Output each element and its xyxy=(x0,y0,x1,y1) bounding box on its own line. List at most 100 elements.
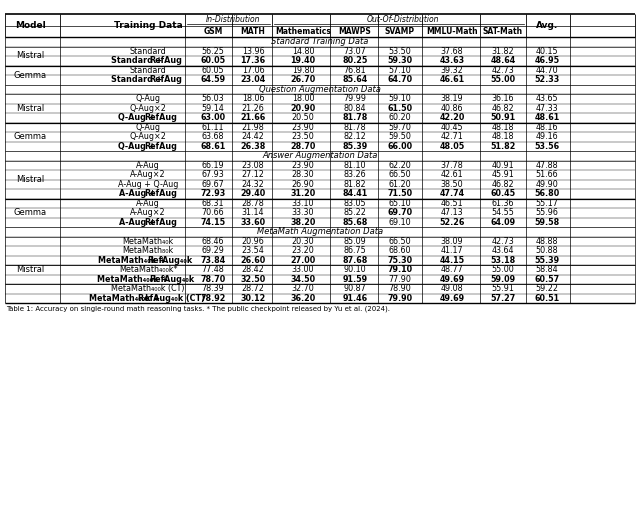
Text: 59.09: 59.09 xyxy=(490,275,516,284)
Text: 48.05: 48.05 xyxy=(440,142,465,151)
Text: 20.90: 20.90 xyxy=(291,104,316,113)
Text: MetaMath₄₀₀k +: MetaMath₄₀₀k + xyxy=(89,293,163,303)
Text: Training Data: Training Data xyxy=(114,21,182,30)
Text: 36.16: 36.16 xyxy=(492,94,515,103)
Text: 44.70: 44.70 xyxy=(536,66,558,75)
Text: 40.91: 40.91 xyxy=(492,161,515,170)
Text: 77.48: 77.48 xyxy=(202,265,225,274)
Text: 59.58: 59.58 xyxy=(534,218,559,227)
Text: 21.98: 21.98 xyxy=(242,123,264,132)
Text: Q-Aug: Q-Aug xyxy=(136,123,161,132)
Text: 69.10: 69.10 xyxy=(388,218,412,227)
Text: 83.05: 83.05 xyxy=(344,199,366,208)
Text: 80.25: 80.25 xyxy=(342,56,368,65)
Text: Out-Of-Distribution: Out-Of-Distribution xyxy=(367,15,439,24)
Text: 55.00: 55.00 xyxy=(490,75,516,84)
Text: 53.18: 53.18 xyxy=(490,256,516,265)
Text: 23.54: 23.54 xyxy=(242,246,264,255)
Text: 31.14: 31.14 xyxy=(242,208,264,217)
Text: A-Aug: A-Aug xyxy=(136,161,160,170)
Text: 44.15: 44.15 xyxy=(440,256,465,265)
Text: 68.60: 68.60 xyxy=(388,246,412,255)
Text: 49.69: 49.69 xyxy=(440,275,465,284)
Text: 84.41: 84.41 xyxy=(342,189,367,198)
Text: RefAug₄₀k: RefAug₄₀k xyxy=(149,275,195,284)
Text: 23.50: 23.50 xyxy=(292,132,314,141)
Text: 66.00: 66.00 xyxy=(387,142,413,151)
Text: 76.81: 76.81 xyxy=(344,66,366,75)
Text: MMLU-Math: MMLU-Math xyxy=(426,27,478,36)
Text: 33.60: 33.60 xyxy=(241,218,266,227)
Text: Model: Model xyxy=(15,21,45,30)
Text: RefAug: RefAug xyxy=(145,218,177,227)
Text: 20.50: 20.50 xyxy=(292,113,314,122)
Text: 60.57: 60.57 xyxy=(534,275,559,284)
Text: 48.18: 48.18 xyxy=(492,123,515,132)
Text: Gemma: Gemma xyxy=(13,132,47,141)
Text: 23.08: 23.08 xyxy=(242,161,264,170)
Text: Mistral: Mistral xyxy=(16,104,44,113)
Text: Standard: Standard xyxy=(130,66,166,75)
Text: 33.10: 33.10 xyxy=(292,199,314,208)
Text: Standard: Standard xyxy=(130,47,166,56)
Text: 51.66: 51.66 xyxy=(536,170,558,179)
Text: Standard +: Standard + xyxy=(111,56,166,65)
Text: 40.15: 40.15 xyxy=(536,47,558,56)
Text: A-Aug×2: A-Aug×2 xyxy=(130,208,166,217)
Text: 49.08: 49.08 xyxy=(441,284,463,293)
Text: 48.61: 48.61 xyxy=(534,113,559,122)
Text: Question Augmentation Data: Question Augmentation Data xyxy=(259,85,381,94)
Text: Mistral: Mistral xyxy=(16,175,44,184)
Text: 33.00: 33.00 xyxy=(292,265,314,274)
Text: 27.12: 27.12 xyxy=(241,170,264,179)
Text: 47.74: 47.74 xyxy=(440,189,465,198)
Text: 32.50: 32.50 xyxy=(241,275,266,284)
Text: 85.64: 85.64 xyxy=(342,75,367,84)
Text: 60.05: 60.05 xyxy=(202,66,224,75)
Text: 52.33: 52.33 xyxy=(534,75,559,84)
Text: 70.66: 70.66 xyxy=(202,208,224,217)
Text: 55.91: 55.91 xyxy=(492,284,515,293)
Text: 73.84: 73.84 xyxy=(200,256,226,265)
Text: SVAMP: SVAMP xyxy=(385,27,415,36)
Text: 69.29: 69.29 xyxy=(202,246,225,255)
Text: 59.10: 59.10 xyxy=(388,94,412,103)
Text: 79.90: 79.90 xyxy=(387,293,413,303)
Text: 85.09: 85.09 xyxy=(344,237,366,246)
Text: 39.32: 39.32 xyxy=(440,66,463,75)
Text: MetaMath₄₀₀k +: MetaMath₄₀₀k + xyxy=(97,275,171,284)
Text: 55.17: 55.17 xyxy=(536,199,559,208)
Text: 24.32: 24.32 xyxy=(242,180,264,189)
Text: 31.20: 31.20 xyxy=(291,189,316,198)
Text: 30.12: 30.12 xyxy=(241,293,266,303)
Text: 72.93: 72.93 xyxy=(200,189,226,198)
Text: MetaMath₄₀₀k (CT): MetaMath₄₀₀k (CT) xyxy=(111,284,185,293)
Text: 65.10: 65.10 xyxy=(388,199,412,208)
Text: 18.06: 18.06 xyxy=(242,94,264,103)
Text: RefAug: RefAug xyxy=(145,189,177,198)
Text: 47.88: 47.88 xyxy=(536,161,558,170)
Text: 56.25: 56.25 xyxy=(202,47,225,56)
Text: 21.66: 21.66 xyxy=(241,113,266,122)
Text: RefAug: RefAug xyxy=(149,56,182,65)
Text: 42.20: 42.20 xyxy=(439,113,465,122)
Text: 18.00: 18.00 xyxy=(292,94,314,103)
Text: 19.80: 19.80 xyxy=(292,66,314,75)
Text: A-Aug +: A-Aug + xyxy=(118,189,158,198)
Text: 64.09: 64.09 xyxy=(490,218,516,227)
Text: 43.65: 43.65 xyxy=(536,94,558,103)
Text: A-Aug: A-Aug xyxy=(136,199,160,208)
Text: Q-Aug +: Q-Aug + xyxy=(118,113,159,122)
Text: 78.92: 78.92 xyxy=(200,293,226,303)
Text: Standard Training Data: Standard Training Data xyxy=(271,37,369,46)
Text: 20.96: 20.96 xyxy=(242,237,264,246)
Text: 50.91: 50.91 xyxy=(490,113,516,122)
Text: 78.70: 78.70 xyxy=(200,275,226,284)
Text: 81.78: 81.78 xyxy=(342,113,368,122)
Text: 43.64: 43.64 xyxy=(492,246,515,255)
Text: 71.50: 71.50 xyxy=(387,189,413,198)
Text: 23.90: 23.90 xyxy=(292,123,314,132)
Text: 48.18: 48.18 xyxy=(492,132,515,141)
Text: A-Aug×2: A-Aug×2 xyxy=(130,170,166,179)
Text: 61.20: 61.20 xyxy=(388,180,412,189)
